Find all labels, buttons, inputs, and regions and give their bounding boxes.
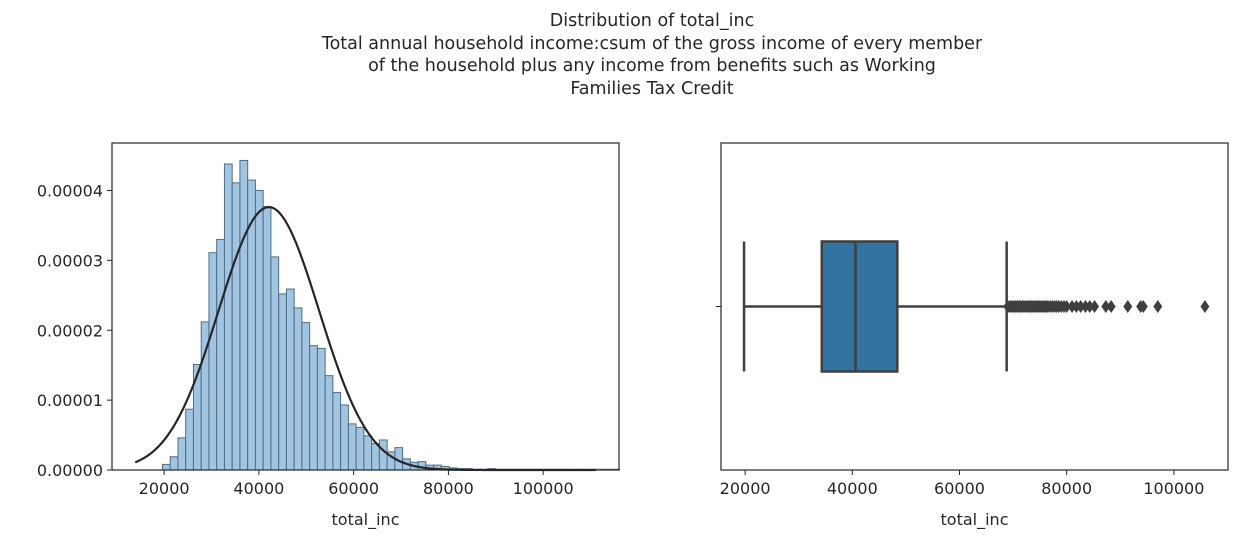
- x-axis-label: total_inc: [332, 510, 400, 530]
- histogram-bar: [301, 322, 311, 471]
- histogram-bar: [270, 256, 280, 471]
- histogram-bar: [293, 307, 303, 471]
- histogram-bar: [347, 423, 357, 471]
- suptitle-line-2: Total annual household income:csum of th…: [321, 33, 983, 54]
- histogram-bar: [324, 375, 334, 471]
- outlier-point: [1062, 300, 1072, 313]
- x-tick-label: 100000: [1143, 479, 1204, 498]
- x-tick-label: 60000: [328, 479, 379, 498]
- histogram-bar: [378, 439, 388, 471]
- x-tick-label: 20000: [139, 479, 190, 498]
- x-axis-label: total_inc: [941, 510, 1009, 530]
- histogram-bar: [278, 293, 287, 471]
- histogram-bar: [355, 426, 365, 471]
- x-tick-label: 40000: [233, 479, 284, 498]
- outlier-point: [1076, 300, 1086, 313]
- y-tick-label: 0.00002: [37, 321, 103, 340]
- histogram-bar: [254, 190, 264, 471]
- histogram-bar: [223, 163, 233, 471]
- boxplot-axes: 20000 40000 60000 80000 100000 total_inc: [716, 142, 1229, 530]
- histogram-frame: [111, 142, 620, 471]
- x-tick-label: 100000: [513, 479, 574, 498]
- iqr-box: [820, 240, 899, 373]
- histogram-bar: [231, 182, 241, 471]
- histogram-bar: [185, 408, 194, 471]
- histogram-bar: [340, 404, 349, 471]
- histogram-bar: [208, 252, 218, 471]
- histogram-bar: [316, 347, 326, 471]
- outlier-point: [1200, 300, 1210, 313]
- histogram-bar: [371, 442, 380, 471]
- suptitle-line-1: Distribution of total_inc: [549, 11, 755, 31]
- outlier-point: [1123, 300, 1133, 313]
- histogram-axes: 20000 40000 60000 80000 100000 0.00000 0.00001…: [37, 142, 621, 530]
- outlier-point: [1090, 300, 1100, 313]
- suptitle-line-4: Families Tax Credit: [570, 78, 734, 99]
- x-tick-label: 20000: [720, 479, 771, 498]
- histogram-bar: [169, 456, 179, 471]
- histogram-bar: [285, 288, 295, 471]
- x-tick-label: 80000: [423, 479, 474, 498]
- outlier-point: [1101, 300, 1111, 313]
- outlier-point: [1153, 300, 1163, 313]
- histogram-bar: [216, 238, 225, 471]
- suptitle-line-3: of the household plus any income from be…: [368, 56, 936, 76]
- histogram-bar: [363, 435, 373, 471]
- histogram-bar: [309, 345, 318, 471]
- outlier-point: [1085, 300, 1095, 313]
- histogram-bar: [262, 206, 272, 471]
- y-tick-label: 0.00003: [37, 251, 103, 270]
- histogram-bar: [177, 437, 187, 471]
- y-tick-label: 0.00004: [37, 182, 103, 201]
- y-tick-label: 0.00000: [37, 461, 103, 480]
- histogram-bar: [332, 391, 342, 471]
- histogram-bar: [239, 159, 249, 471]
- x-tick-label: 60000: [934, 479, 985, 498]
- outlier-point: [1138, 300, 1148, 313]
- outlier-point: [1106, 300, 1116, 313]
- histogram-bar: [161, 463, 171, 471]
- x-tick-label: 80000: [1041, 479, 1092, 498]
- x-tick-label: 40000: [827, 479, 878, 498]
- figure-suptitle: Distribution of total_inc Total annual h…: [0, 10, 1242, 100]
- y-tick-label: 0.00001: [37, 391, 103, 410]
